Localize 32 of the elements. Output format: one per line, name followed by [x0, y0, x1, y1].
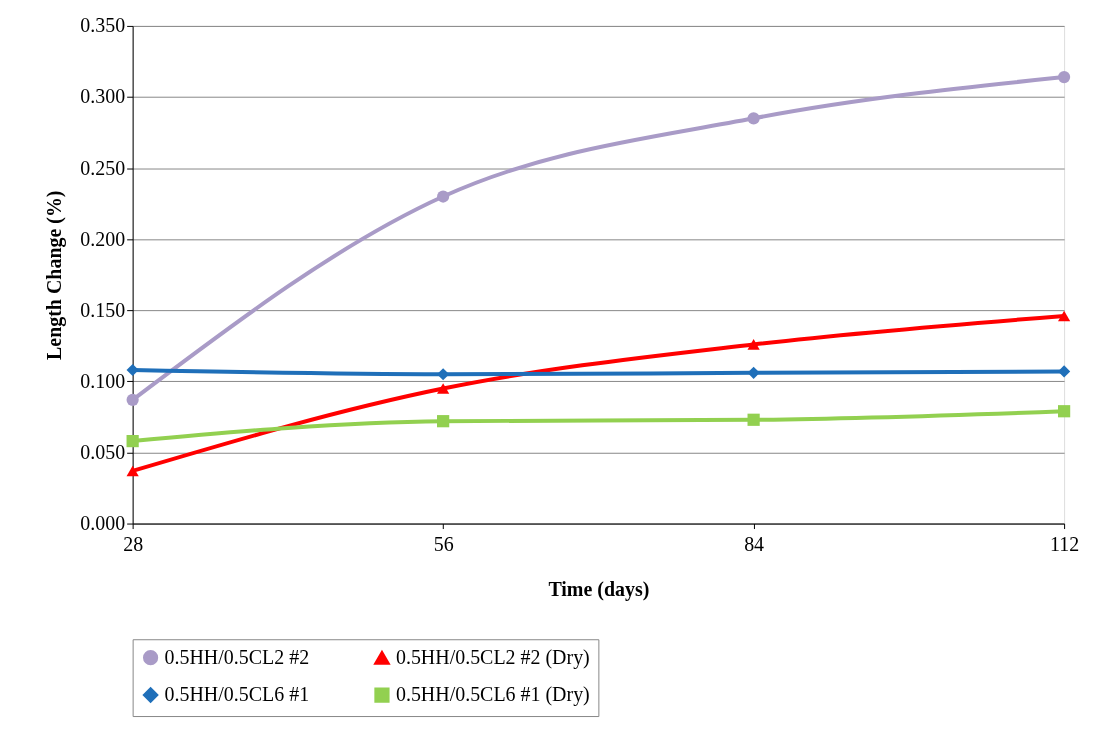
x-tick-label: 28	[123, 532, 144, 555]
legend-label: 0.5HH/0.5CL6 #1	[164, 683, 310, 706]
y-tick-label: 0.200	[80, 227, 126, 250]
y-tick-label: 0.100	[80, 369, 126, 392]
point	[747, 112, 760, 125]
x-tick-label: 112	[1050, 532, 1080, 555]
point	[1058, 405, 1071, 418]
x-axis-title: Time (days)	[548, 577, 650, 601]
point	[1058, 310, 1071, 322]
x-tick-label: 84	[744, 532, 765, 555]
point	[437, 415, 450, 428]
point	[747, 413, 760, 426]
legend-label: 0.5HH/0.5CL2 #2	[164, 645, 310, 668]
y-tick-label: 0.300	[80, 85, 126, 108]
legend-label: 0.5HH/0.5CL6 #1 (Dry)	[395, 683, 590, 707]
point	[126, 465, 139, 477]
point	[747, 339, 760, 350]
y-axis-title: Length Change (%)	[43, 190, 67, 360]
y-tick-label: 0.250	[80, 156, 126, 179]
point	[126, 434, 139, 448]
y-tick-label: 0.350	[80, 14, 126, 37]
y-tick-label: 0.150	[80, 298, 126, 321]
x-tick-label: 56	[433, 532, 454, 555]
y-tick-label: 0.050	[80, 440, 126, 463]
point	[126, 363, 139, 377]
point	[126, 393, 139, 406]
point	[1058, 365, 1071, 378]
y-tick-label: 0.000	[80, 512, 126, 535]
point	[437, 383, 450, 394]
legend-label: 0.5HH/0.5CL2 #2 (Dry)	[395, 646, 590, 670]
point	[437, 190, 450, 203]
point	[1058, 71, 1071, 84]
